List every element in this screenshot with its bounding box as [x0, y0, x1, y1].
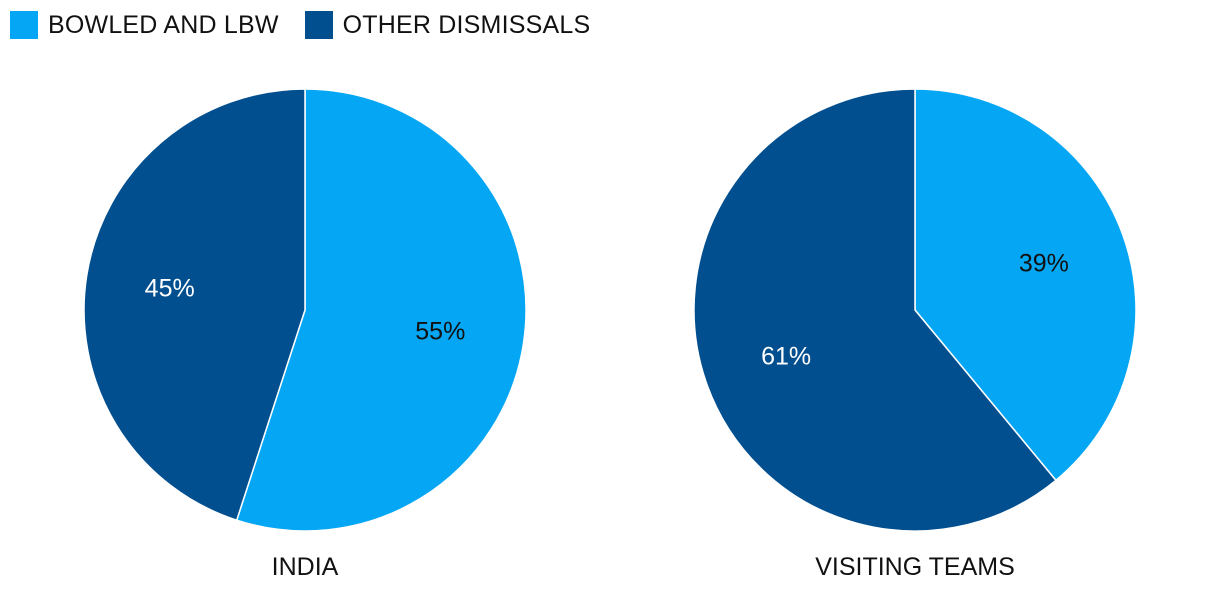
pie-slice-visiting-teams-other-dismissals: [693, 88, 1057, 532]
pie-chart-india: 55% 45% INDIA: [83, 88, 527, 581]
legend-label-other-dismissals: OTHER DISMISSALS: [342, 10, 591, 39]
pie-slice-india-other-dismissals: [83, 88, 306, 521]
pie-slice-visiting-teams-bowled-and-lbw: [914, 88, 1137, 482]
pie-title-visiting-teams: VISITING TEAMS: [815, 553, 1015, 581]
legend-item-bowled-lbw: BOWLED AND LBW: [10, 11, 279, 40]
pie-chart-visiting-teams: 39% 61% VISITING TEAMS: [693, 88, 1137, 581]
legend-label-bowled-lbw: BOWLED AND LBW: [48, 10, 279, 39]
legend-item-other-dismissals: OTHER DISMISSALS: [304, 10, 591, 40]
legend: BOWLED AND LBW OTHER DISMISSALS: [10, 9, 616, 41]
legend-swatch-other-dismissals: [304, 11, 333, 39]
pie-slice-india-bowled-and-lbw: [235, 88, 527, 532]
pie-label-india-other-dismissals: 45%: [145, 275, 195, 303]
pie-label-india-bowled-and-lbw: 55%: [415, 317, 465, 345]
pie-label-visiting-teams-bowled-and-lbw: 39%: [1019, 250, 1069, 278]
pie-title-india: INDIA: [272, 553, 339, 581]
pie-label-visiting-teams-other-dismissals: 61%: [761, 342, 811, 370]
legend-swatch-bowled-lbw: [10, 11, 38, 39]
